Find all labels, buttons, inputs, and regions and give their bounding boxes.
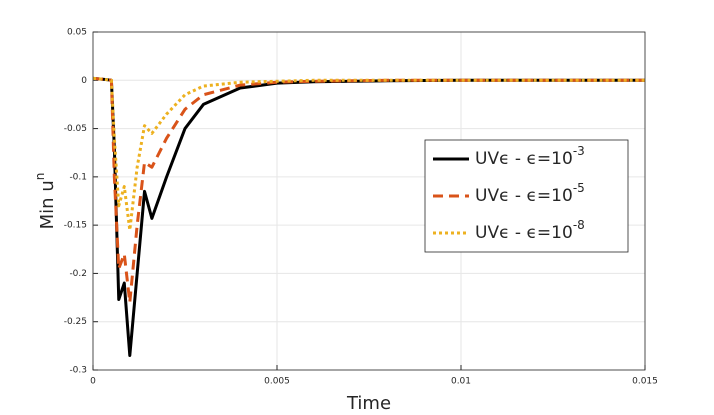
legend-label: UVϵ - ϵ=10-8 (475, 218, 585, 244)
x-tick-label: 0.01 (451, 377, 471, 387)
y-tick-label: -0.1 (69, 172, 87, 182)
y-tick-label: 0.05 (67, 28, 87, 38)
legend-exponent: -5 (573, 181, 585, 195)
y-axis-label: Min un (33, 173, 59, 230)
series-group (93, 76, 645, 358)
data-line (93, 76, 645, 304)
y-label-sup: n (33, 173, 47, 181)
legend-exponent: -8 (573, 218, 585, 232)
y-tick-label: -0.2 (69, 269, 87, 279)
legend-name: UVϵ - ϵ=10 (475, 223, 573, 243)
legend-label: UVϵ - ϵ=10-3 (475, 144, 585, 170)
y-tick-label: -0.05 (64, 124, 87, 134)
axes-box (92, 31, 646, 371)
y-tick-label: 0 (81, 76, 87, 86)
x-axis-label: Time (346, 393, 391, 414)
y-tick-label: -0.25 (64, 317, 87, 327)
data-line (93, 76, 645, 232)
y-tick-label: -0.15 (64, 221, 87, 231)
legend-exponent: -3 (573, 144, 585, 158)
x-tick-label: 0 (90, 377, 96, 387)
legend-name: UVϵ - ϵ=10 (475, 149, 573, 169)
legend-label: UVϵ - ϵ=10-5 (475, 181, 585, 207)
x-tick-label: 0.005 (264, 377, 290, 387)
y-label-main: Min u (37, 180, 58, 229)
y-tick-label: -0.3 (69, 366, 87, 376)
legend-name: UVϵ - ϵ=10 (475, 186, 573, 206)
x-tick-label: 0.015 (632, 377, 658, 387)
